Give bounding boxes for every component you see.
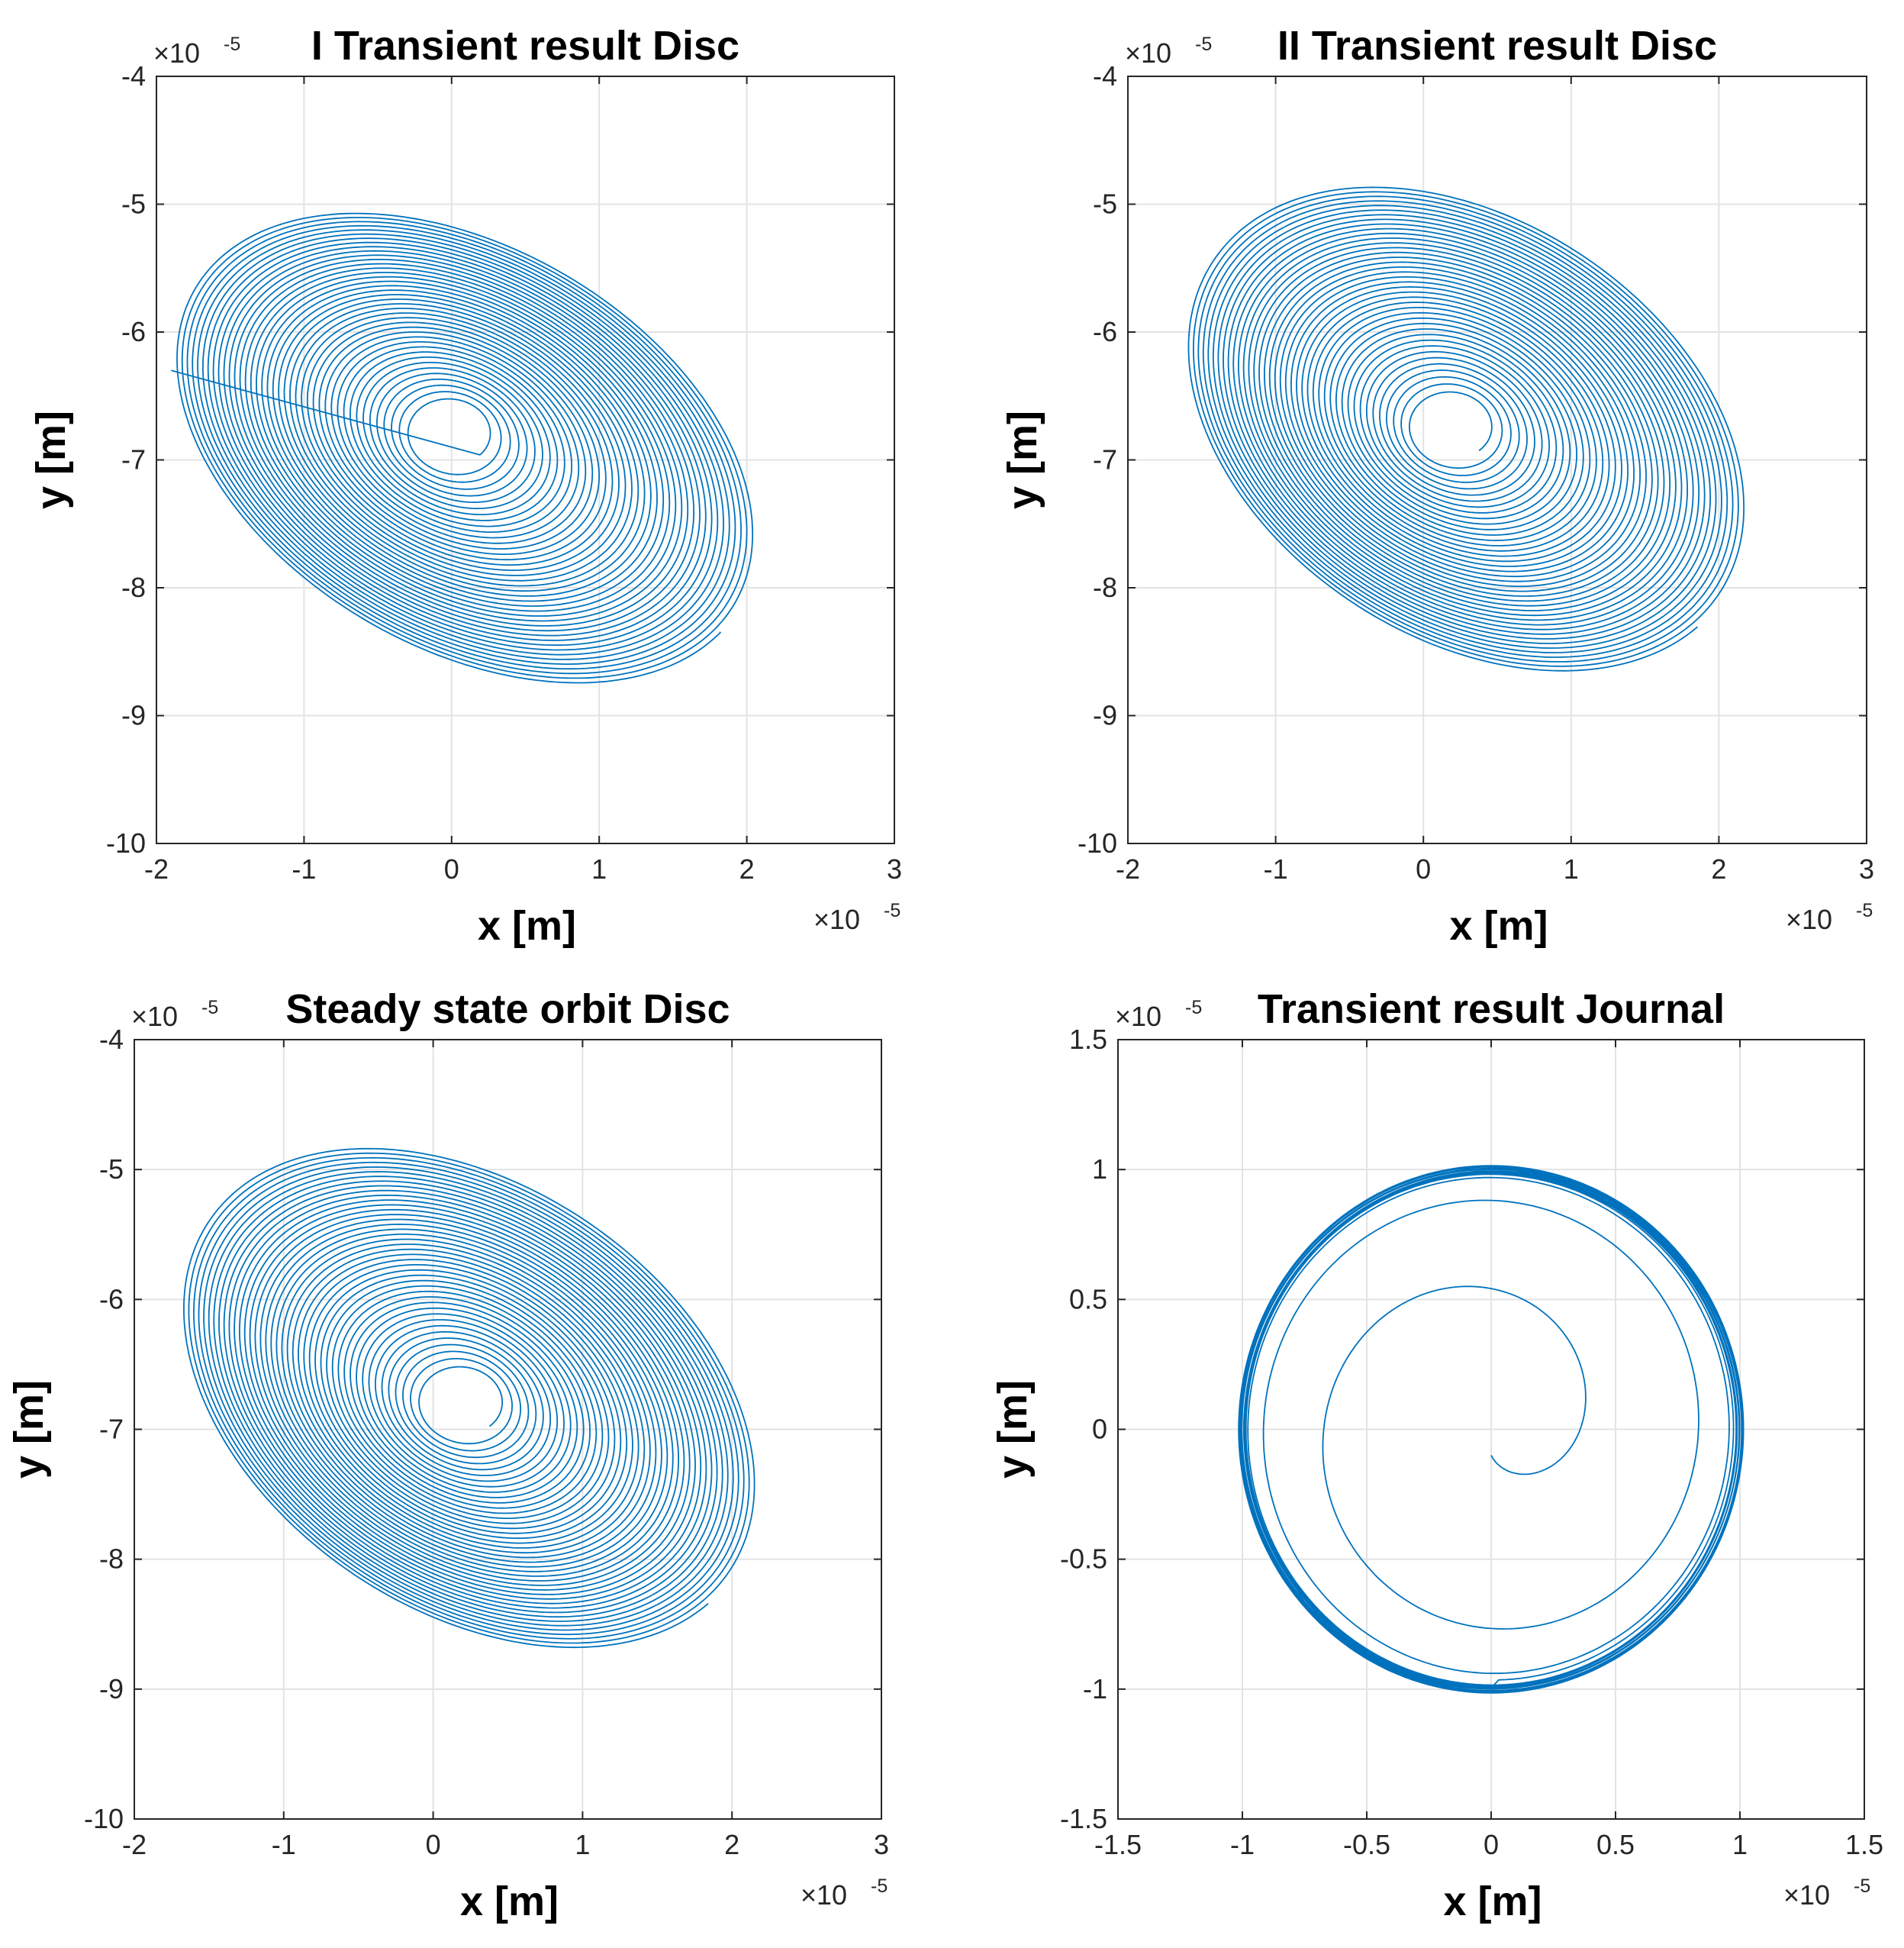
x-tick-label: 1 [575,1829,590,1860]
y-exponent-power: -5 [201,997,218,1018]
x-tick-label: -0.5 [1343,1829,1390,1860]
x-tick-label: 3 [874,1829,889,1860]
x-exponent-power: -5 [884,900,900,921]
x-exponent-base: ×10 [1786,904,1832,935]
y-tick-label: -6 [121,316,146,347]
x-tick-label: 0 [426,1829,441,1860]
y-tick-label: -7 [121,444,146,476]
y-tick-label: 0 [1092,1414,1107,1445]
y-tick-label: -10 [106,827,146,859]
x-tick-label: -1 [272,1829,296,1860]
y-tick-label: 0.5 [1069,1283,1107,1314]
chart-title: II Transient result Disc [1277,23,1717,69]
y-exponent-power: -5 [224,34,240,55]
x-tick-label: -1 [1264,853,1288,885]
orbit-series-line [1187,186,1745,672]
subplot-grid: -2 -1 0 1 2 3-10-9-8-7-6-5-4I Transient resul… [6,23,1883,1924]
y-tick-label: -9 [1093,700,1117,731]
y-exponent-multiplier: ×10 -5 [1115,997,1202,1032]
x-exponent-multiplier: ×10 -5 [801,1875,888,1911]
chart-title: Steady state orbit Disc [285,986,730,1032]
x-tick-label: -2 [1116,853,1140,885]
x-tick-label: 3 [1859,853,1874,885]
x-tick-label: -1 [292,853,316,885]
x-exponent-power: -5 [1854,1875,1870,1897]
x-tick-label: 1.5 [1845,1829,1883,1860]
subplot-2: -2 -1 0 1 2 3-10-9-8-7-6-5-4II Transient resu… [1000,23,1874,949]
x-exponent-power: -5 [1856,900,1873,921]
x-tick-label: 3 [887,853,902,885]
y-tick-label: -10 [1078,827,1117,859]
y-tick-label: -7 [99,1414,124,1445]
y-tick-label: -5 [1093,189,1117,220]
y-tick-label: -8 [99,1543,124,1575]
x-axis-label: x [m] [1449,903,1548,949]
y-tick-label: -8 [121,572,146,603]
y-tick-label: -10 [84,1803,124,1834]
y-exponent-base: ×10 [153,37,200,69]
x-exponent-base: ×10 [813,904,860,935]
x-tick-label: -2 [144,853,169,885]
x-tick-label: 1 [1564,853,1579,885]
x-tick-label: 2 [739,853,755,885]
y-tick-label: -5 [121,189,146,220]
y-axis-label: y [m] [6,1380,52,1479]
x-tick-label: 0 [1416,853,1431,885]
y-exponent-multiplier: ×10 -5 [153,34,240,69]
x-exponent-base: ×10 [801,1879,847,1911]
y-tick-label: 1 [1092,1153,1107,1185]
x-axis-label: x [m] [1443,1879,1542,1924]
x-exponent-multiplier: ×10 -5 [1786,900,1873,935]
y-axis-label: y [m] [1000,411,1045,509]
x-tick-label: 2 [724,1829,739,1860]
chart-title: I Transient result Disc [311,23,739,69]
y-exponent-multiplier: ×10 -5 [131,997,218,1032]
y-tick-label: 1.5 [1069,1024,1107,1055]
x-exponent-base: ×10 [1783,1879,1830,1911]
y-tick-label: -1 [1083,1673,1107,1704]
x-exponent-multiplier: ×10 -5 [813,900,900,935]
y-tick-label: -6 [99,1283,124,1314]
y-tick-label: -9 [99,1673,124,1704]
y-exponent-multiplier: ×10 -5 [1125,34,1212,69]
y-tick-label: -8 [1093,572,1117,603]
x-axis-label: x [m] [460,1879,559,1924]
x-tick-label: 1 [591,853,607,885]
y-exponent-base: ×10 [131,1001,178,1032]
x-tick-label: 2 [1711,853,1726,885]
y-tick-label: -4 [99,1024,124,1055]
x-tick-label: -1.5 [1094,1829,1142,1860]
x-axis-label: x [m] [478,903,576,949]
y-tick-label: -7 [1093,444,1117,476]
y-tick-label: -4 [1093,60,1117,92]
y-axis-label: y [m] [990,1380,1036,1479]
y-exponent-base: ×10 [1115,1001,1161,1032]
y-axis-label: y [m] [28,411,74,509]
x-tick-label: 0 [444,853,459,885]
y-exponent-power: -5 [1195,34,1212,55]
y-tick-label: -1.5 [1060,1803,1107,1834]
y-tick-label: -4 [121,60,146,92]
y-tick-label: -6 [1093,316,1117,347]
orbit-series-line [171,212,754,684]
y-tick-label: -9 [121,700,146,731]
x-tick-label: 1 [1732,1829,1748,1860]
subplot-4: -1.5 -1 -0.5 0 0.5 1 1.5 -1.5 -1 -0.5 0 0.5 1 1.5 Tran… [990,986,1883,1924]
x-tick-label: -2 [122,1829,147,1860]
chart-title: Transient result Journal [1258,986,1725,1032]
y-tick-label: -5 [99,1153,124,1185]
y-exponent-base: ×10 [1125,37,1171,69]
x-tick-label: 0.5 [1596,1829,1635,1860]
x-tick-label: -1 [1230,1829,1255,1860]
x-exponent-power: -5 [871,1875,888,1897]
orbit-series-line [1238,1165,1745,1694]
y-exponent-power: -5 [1185,997,1202,1018]
orbit-series-line [183,1147,755,1649]
subplot-1: -2 -1 0 1 2 3-10-9-8-7-6-5-4I Transient resul… [28,23,902,949]
x-exponent-multiplier: ×10 -5 [1783,1875,1870,1911]
x-tick-label: 0 [1484,1829,1499,1860]
y-tick-label: -0.5 [1060,1543,1107,1575]
